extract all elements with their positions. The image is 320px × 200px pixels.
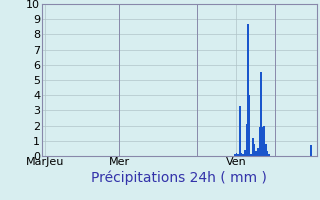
- Bar: [244, 150, 245, 156]
- Bar: [268, 154, 270, 156]
- Bar: [263, 126, 265, 156]
- Bar: [265, 144, 267, 156]
- Bar: [236, 153, 237, 156]
- Bar: [245, 124, 247, 156]
- Bar: [254, 144, 255, 156]
- Bar: [262, 127, 263, 156]
- Bar: [252, 138, 254, 156]
- Bar: [259, 127, 260, 156]
- Bar: [260, 72, 262, 156]
- Bar: [267, 151, 268, 156]
- Bar: [239, 106, 241, 156]
- Bar: [255, 151, 257, 156]
- Bar: [257, 148, 259, 156]
- Bar: [241, 153, 242, 156]
- Bar: [247, 24, 249, 156]
- Bar: [237, 154, 239, 156]
- Bar: [310, 145, 312, 156]
- Bar: [251, 154, 252, 156]
- Bar: [249, 95, 251, 156]
- Bar: [234, 154, 236, 156]
- X-axis label: Précipitations 24h ( mm ): Précipitations 24h ( mm ): [91, 170, 267, 185]
- Bar: [242, 154, 244, 156]
